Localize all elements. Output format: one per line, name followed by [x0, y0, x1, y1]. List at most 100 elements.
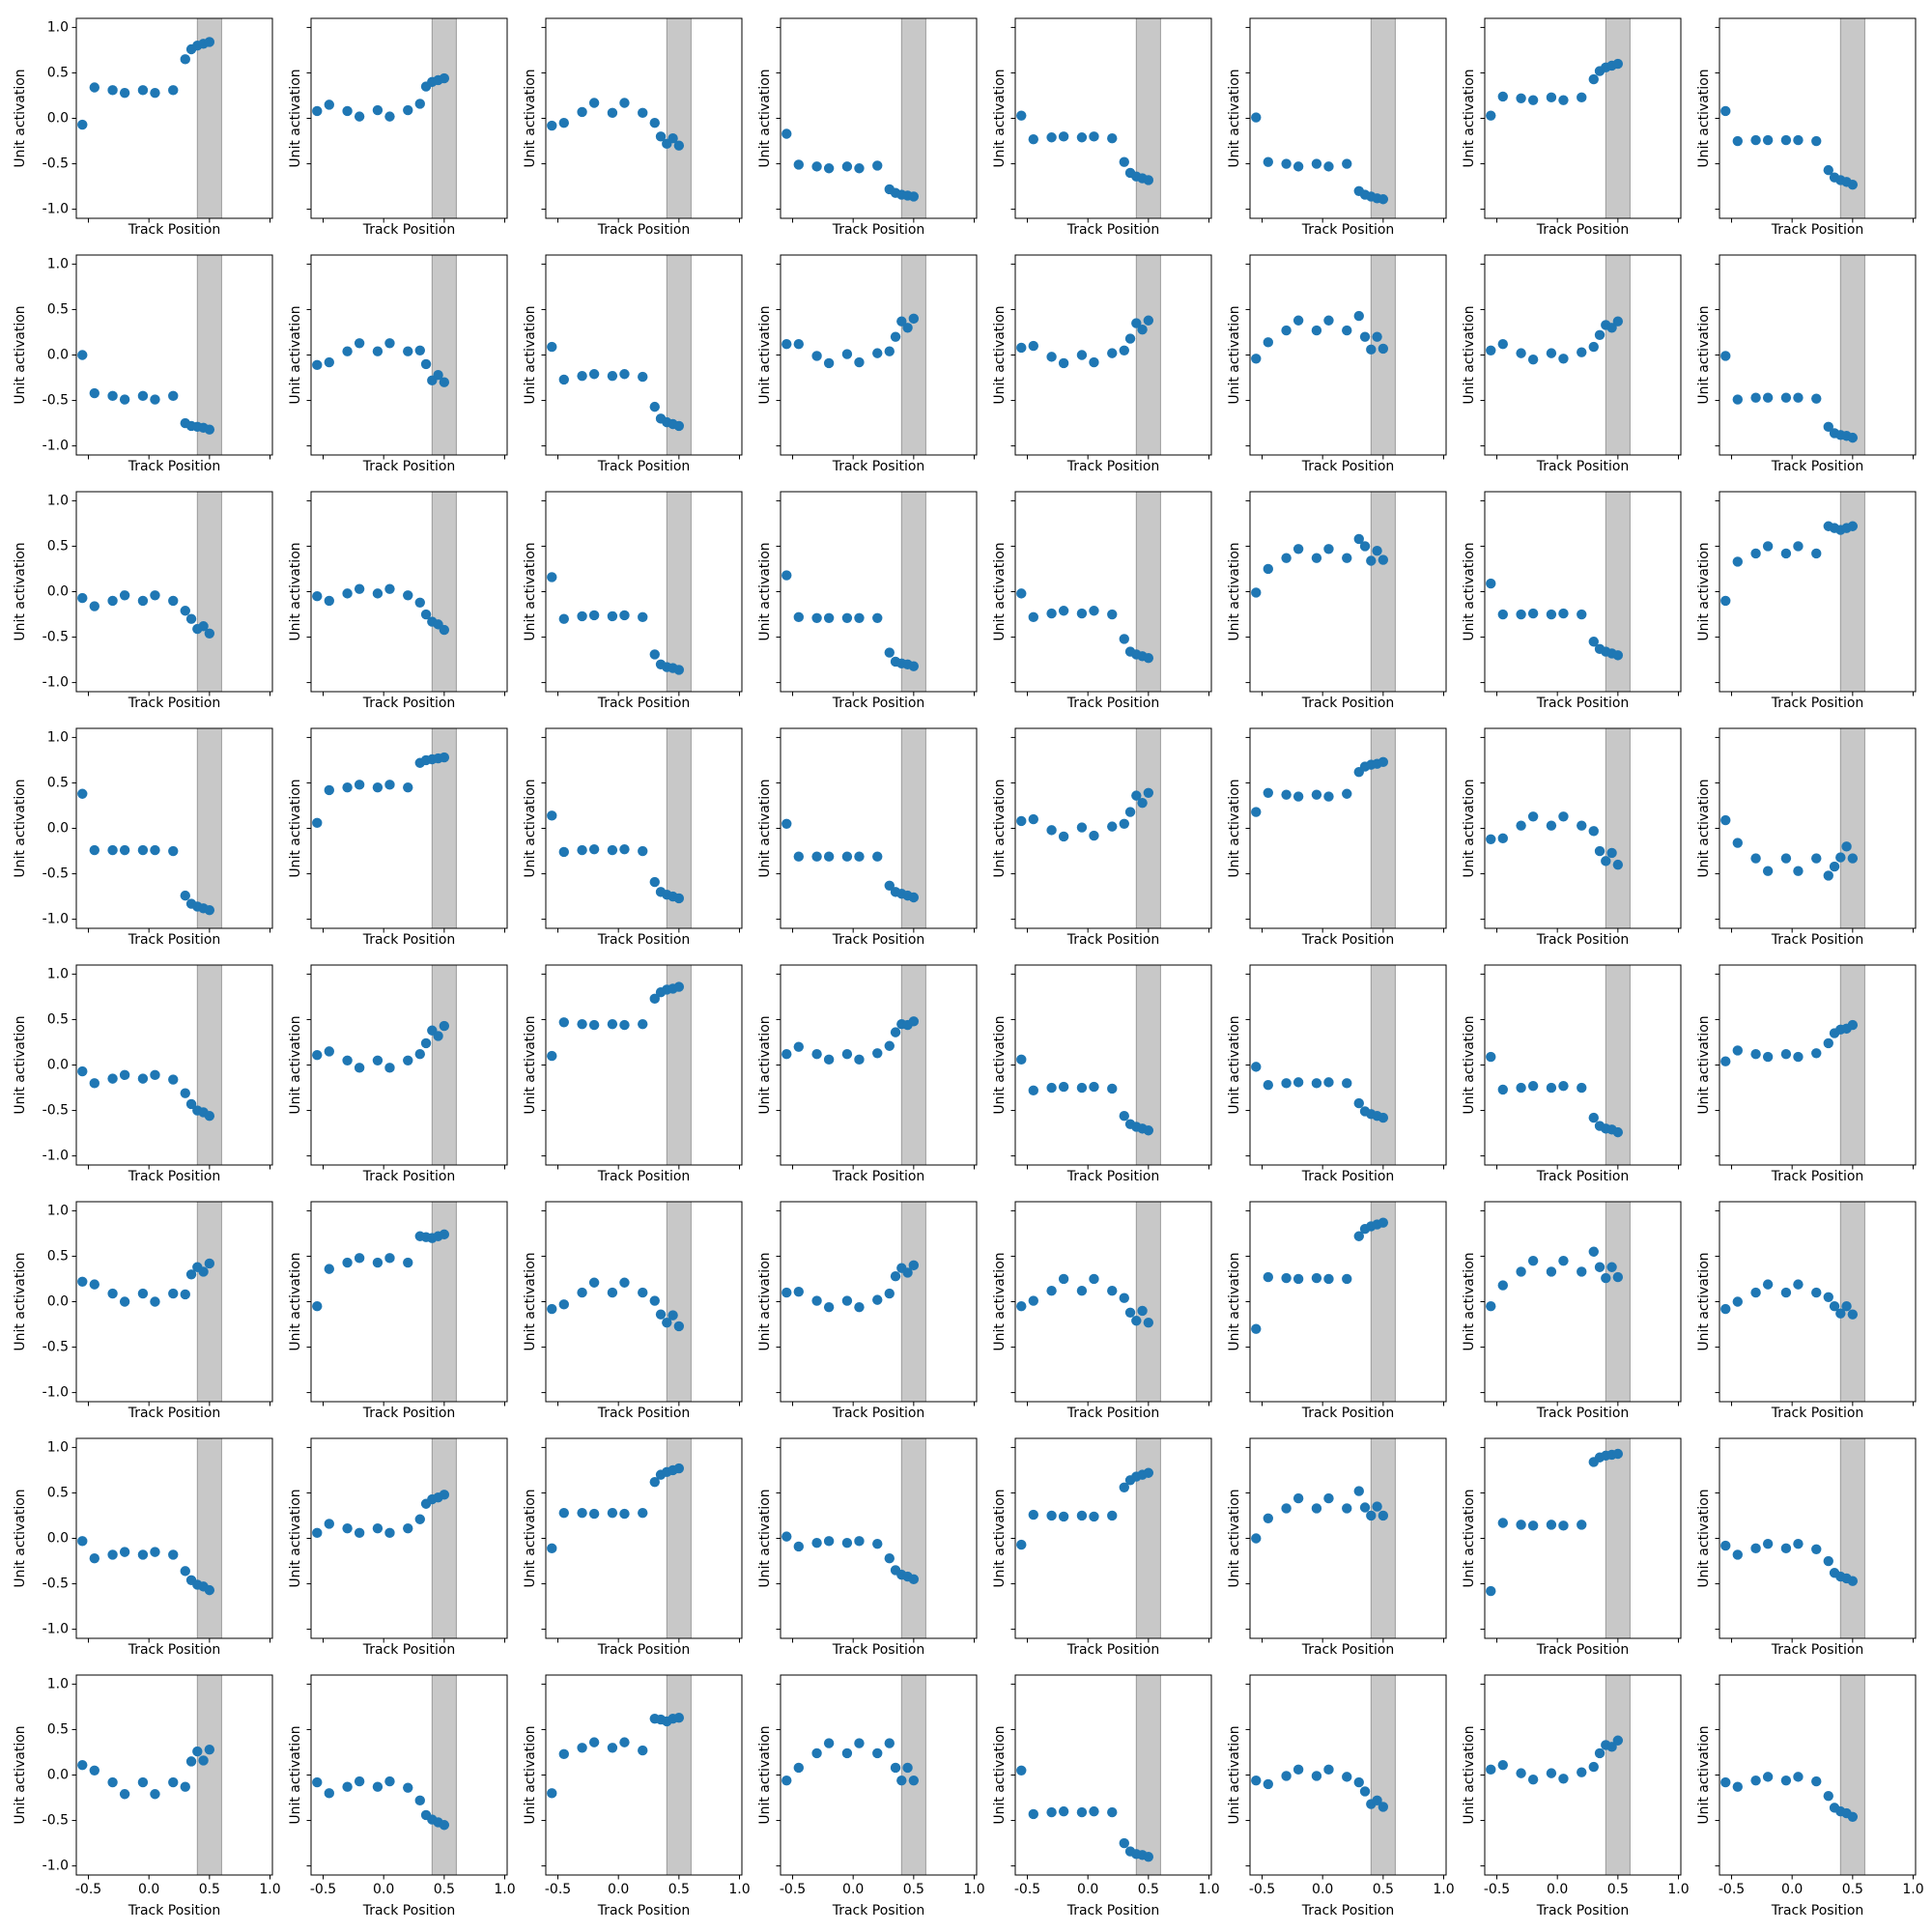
data-point: [1811, 1048, 1822, 1059]
data-point: [1281, 789, 1292, 800]
subplot: -0.5 0.0 0.5 1.0 Track Position Unit activati…: [288, 1674, 516, 1918]
data-point: [1323, 1492, 1334, 1504]
y-tick-label: 0.0: [47, 1058, 69, 1073]
subplot: Track Position Unit activation: [992, 254, 1212, 474]
y-tick-label: -1.0: [43, 202, 69, 217]
data-point: [403, 346, 413, 356]
data-point: [577, 611, 587, 622]
data-point: [1732, 556, 1743, 567]
data-point: [638, 1507, 648, 1519]
data-point: [673, 1713, 685, 1723]
x-axis-label: Track Position: [1301, 932, 1395, 948]
subplot: Track Position Unit activation: [1462, 727, 1682, 948]
data-point: [439, 624, 450, 636]
x-axis-label: Track Position: [597, 696, 691, 711]
y-axis-label: Unit activation: [13, 779, 28, 877]
data-point: [619, 1508, 630, 1520]
data-point: [1486, 578, 1496, 589]
data-point: [638, 1287, 648, 1298]
data-point: [1089, 1273, 1099, 1285]
data-point: [168, 595, 179, 607]
subplot: Track Position Unit activation: [992, 727, 1212, 948]
axes-frame: [1719, 1437, 1917, 1639]
data-point: [1558, 354, 1569, 364]
data-point: [577, 1507, 587, 1519]
data-point: [384, 1527, 395, 1539]
data-point: [1089, 606, 1099, 616]
data-point: [1353, 1486, 1364, 1496]
data-point: [854, 163, 865, 174]
subplot: Track Position Unit activation: [1227, 1437, 1447, 1658]
y-tick-label: 0.5: [47, 65, 69, 80]
subplot: Track Position Unit activation: [1462, 254, 1682, 474]
y-axis-label: Unit activation: [992, 542, 1008, 640]
x-axis-label: Track Position: [1771, 932, 1864, 948]
data-point: [107, 1288, 118, 1299]
data-point: [1750, 1543, 1761, 1554]
y-axis-label: Unit activation: [523, 305, 538, 404]
data-point: [841, 851, 853, 862]
x-tick-label: -0.5: [545, 1882, 571, 1897]
data-point: [192, 1746, 203, 1757]
data-point: [638, 611, 648, 623]
y-tick-label: -1.0: [43, 439, 69, 454]
data-point: [1366, 555, 1377, 566]
x-tick-label: -0.5: [1484, 1882, 1510, 1897]
data-point: [168, 85, 179, 96]
data-point: [150, 590, 160, 601]
data-point: [1486, 345, 1496, 355]
axes-frame: [75, 1437, 273, 1639]
x-tick-label: 0.5: [1373, 1882, 1394, 1897]
x-axis-label: Track Position: [1771, 696, 1864, 711]
data-point: [908, 313, 920, 325]
data-point: [577, 844, 587, 856]
y-axis-label: Unit activation: [288, 1489, 303, 1587]
data-point: [1811, 135, 1822, 147]
subplot: -0.5 0.0 0.5 1.0 Track Position Unit activati…: [1696, 1674, 1924, 1918]
data-point: [547, 1303, 557, 1315]
data-point: [324, 1519, 334, 1529]
subplot: Track Position Unit activation: [288, 727, 508, 948]
data-point: [1732, 1045, 1743, 1056]
data-point: [1378, 194, 1389, 205]
axes-frame: [1719, 1201, 1917, 1403]
axes-frame: [75, 1201, 273, 1403]
data-point: [1046, 825, 1057, 836]
highlight-span: [431, 1437, 457, 1639]
x-tick-label: 0.5: [903, 1882, 924, 1897]
x-tick-label: -0.5: [1014, 1882, 1040, 1897]
axes-frame: [1484, 1437, 1682, 1639]
x-axis-label: Track Position: [1536, 1406, 1630, 1421]
data-point: [1516, 609, 1526, 620]
subplot: -0.5 0.0 0.5 1.0 Track Position Unit activati…: [523, 1674, 751, 1918]
data-point: [547, 572, 557, 582]
subplot: Track Position Unit activation: [288, 1201, 508, 1421]
data-point: [372, 1257, 384, 1268]
data-point: [1359, 541, 1371, 552]
data-point: [1119, 634, 1129, 644]
y-tick-label: 1.0: [47, 1676, 69, 1691]
highlight-span: [900, 254, 926, 456]
data-point: [811, 851, 822, 862]
data-point: [1497, 339, 1508, 350]
data-point: [890, 331, 901, 342]
data-point: [547, 1788, 557, 1799]
data-point: [198, 1266, 209, 1277]
data-point: [547, 810, 557, 821]
data-point: [1577, 609, 1587, 620]
data-point: [1793, 134, 1804, 146]
data-point: [1107, 1806, 1118, 1818]
data-point: [908, 1260, 920, 1271]
data-point: [1750, 392, 1761, 403]
data-point: [811, 1295, 822, 1306]
data-point: [823, 1301, 835, 1313]
data-point: [1311, 1503, 1322, 1514]
data-point: [1058, 1081, 1069, 1093]
axes-frame: [1014, 1201, 1212, 1403]
data-point: [107, 1073, 118, 1084]
data-point: [1588, 826, 1599, 837]
x-tick-label: 0.5: [434, 1882, 455, 1897]
data-point: [1588, 1112, 1599, 1123]
y-tick-label: 1.0: [47, 493, 69, 508]
x-axis-label: Track Position: [1066, 459, 1160, 474]
